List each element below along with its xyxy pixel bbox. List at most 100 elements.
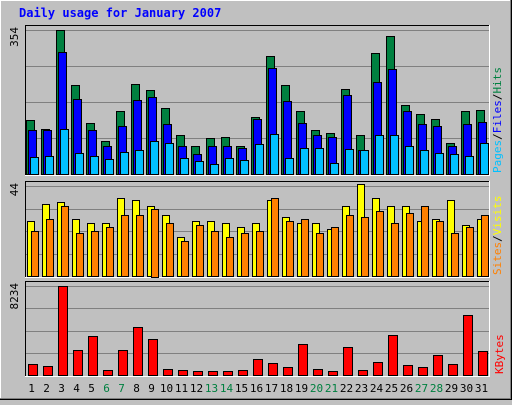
bar-kbytes-day-31 [478,351,488,376]
bar-sites-day-10 [166,223,174,277]
bar-kbytes-day-10 [163,369,173,376]
bar-pages-day-7 [120,152,129,175]
bar-pages-day-1 [30,157,39,175]
x-tick-label: 5 [88,382,95,395]
bar-kbytes-day-11 [178,370,188,376]
legend-entry: Pages [491,140,504,173]
bar-pages-day-10 [165,143,174,175]
bar-kbytes-day-29 [448,364,458,376]
x-tick-label: 7 [118,382,125,395]
x-tick-label: 30 [460,382,473,395]
bar-pages-day-19 [300,148,309,175]
x-tick-label: 9 [148,382,155,395]
bar-sites-day-24 [376,211,384,277]
bar-kbytes-day-4 [73,350,83,376]
legend-entry: Files [491,100,504,133]
y-max-label: 354 [8,27,21,47]
bar-pages-day-4 [75,153,84,175]
bar-sites-day-13 [211,231,219,277]
bar-sites-day-26 [406,213,414,277]
x-tick-label: 21 [325,382,338,395]
bar-kbytes-day-27 [418,367,428,376]
bar-sites-day-6 [106,227,114,277]
panel-legend: Pages/Files/Hits [491,67,504,173]
bar-pages-day-15 [240,160,249,175]
bar-pages-day-18 [285,158,294,175]
bar-kbytes-day-13 [208,371,218,376]
series-kbytes [28,286,488,376]
bar-kbytes-day-3 [58,286,68,376]
x-tick-label: 22 [340,382,353,395]
x-tick-label: 2 [43,382,50,395]
bar-pages-day-31 [480,143,489,175]
series-pages [30,129,489,175]
bar-sites-day-8 [136,215,144,277]
legend-entry: Hits [491,67,504,94]
x-tick-label: 24 [370,382,384,395]
panel-kbytes: 8234 KBytes [8,281,506,377]
bar-sites-day-4 [76,233,84,277]
x-tick-label: 18 [280,382,293,395]
bar-pages-day-14 [225,158,234,175]
x-tick-label: 28 [430,382,443,395]
bar-kbytes-day-26 [403,365,413,376]
bar-pages-day-24 [375,135,384,175]
bar-kbytes-day-23 [358,370,368,376]
legend-entry: / [491,133,504,140]
bar-sites-day-27 [421,206,429,277]
bar-sites-day-2 [46,219,54,277]
x-tick-label: 29 [445,382,458,395]
bar-sites-day-16 [256,231,264,277]
bar-kbytes-day-19 [298,344,308,376]
bar-sites-day-5 [91,231,99,277]
bar-pages-day-12 [195,161,204,175]
bar-pages-day-25 [390,135,399,175]
x-tick-label: 3 [58,382,65,395]
bar-pages-day-11 [180,158,189,175]
bar-kbytes-day-24 [373,362,383,376]
bar-pages-day-23 [360,150,369,175]
panel-legend: KBytes [493,334,506,374]
bar-sites-day-22 [346,215,354,277]
bar-pages-day-3 [60,129,69,175]
bar-pages-day-6 [105,159,114,175]
panel-legend: Sites/Visits [491,196,504,276]
bar-pages-day-20 [315,148,324,175]
bar-pages-day-9 [150,141,159,175]
bar-kbytes-day-15 [238,370,248,376]
chart-title: Daily usage for January 2007 [19,6,221,20]
bar-sites-day-29 [451,233,459,277]
bar-pages-day-22 [345,149,354,175]
y-max-label: 8234 [8,283,21,310]
bar-kbytes-day-2 [43,366,53,376]
x-tick-label: 15 [235,382,248,395]
y-max-label: 44 [8,183,21,197]
legend-entry: Sites [491,242,504,275]
bar-kbytes-day-18 [283,367,293,376]
panel-visits-sites: 44 Sites/Visits [8,181,504,278]
bar-pages-day-8 [135,150,144,175]
x-tick-label: 31 [475,382,488,395]
bar-sites-day-31 [481,215,489,277]
series-sites [31,198,489,278]
bar-pages-day-21 [330,163,339,175]
bar-sites-day-18 [286,221,294,277]
x-tick-label: 26 [400,382,413,395]
legend-entry: / [491,235,504,242]
bar-pages-day-26 [405,146,414,175]
bar-pages-day-29 [450,154,459,175]
legend-entry: Visits [491,196,504,236]
bar-sites-day-11 [181,241,189,277]
x-axis-labels: 1 2 3 4 5 6 7 8 9 10 11 12 13 14 15 16 17 18 19 20 21 22 23 24 2… [28,382,488,395]
bar-kbytes-day-1 [28,364,38,376]
x-tick-label: 1 [28,382,35,395]
bar-sites-day-20 [316,233,324,277]
bar-sites-day-12 [196,225,204,277]
x-tick-label: 27 [415,382,428,395]
bar-pages-day-17 [270,134,279,175]
bar-sites-day-9 [151,209,159,278]
bar-kbytes-day-14 [223,371,233,376]
legend-entry: / [491,94,504,101]
bar-kbytes-day-25 [388,335,398,376]
x-tick-label: 8 [133,382,140,395]
